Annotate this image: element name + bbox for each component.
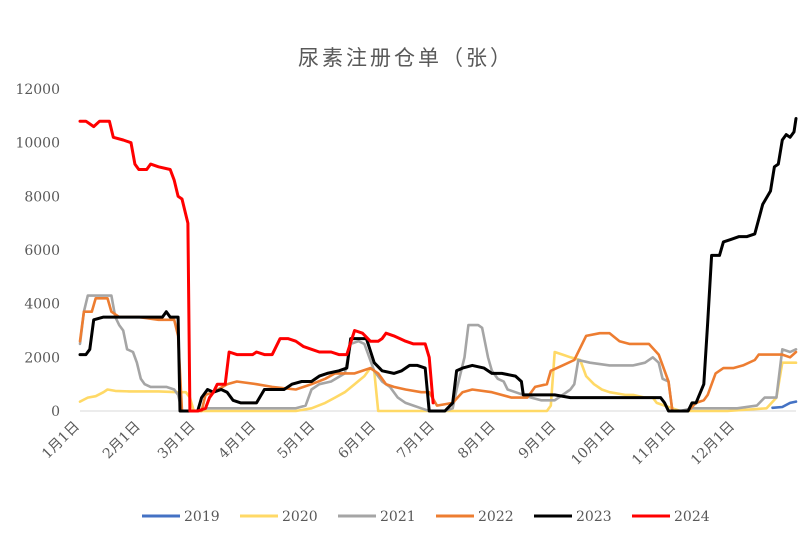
y-tick-label: 4000 (24, 297, 60, 313)
legend-label-2021: 2021 (380, 509, 416, 525)
x-tick-label: 7月1日 (394, 419, 438, 463)
y-tick-label: 8000 (24, 189, 60, 205)
x-tick-label: 9月1日 (516, 419, 560, 463)
legend-label-2019: 2019 (184, 509, 220, 525)
x-tick-label: 3月1日 (155, 419, 199, 463)
x-tick-label: 10月1日 (568, 419, 618, 469)
x-tick-label: 6月1日 (335, 419, 379, 463)
legend: 2019 2020 2021 2022 2023 2024 (142, 509, 710, 525)
legend-label-2024: 2024 (674, 509, 710, 525)
y-tick-label: 12000 (15, 82, 60, 98)
chart-title: 尿素注册仓单（张） (298, 46, 514, 70)
x-tick-label: 12月1日 (688, 419, 738, 469)
legend-label-2022: 2022 (478, 509, 514, 525)
x-axis: 1月1日 2月1日 3月1日 4月1日 5月1日 6月1日 7月1日 8月1日 9月1日 10月1… (39, 410, 796, 469)
y-tick-label: 0 (51, 404, 60, 420)
x-tick-label: 8月1日 (455, 419, 499, 463)
y-tick-label: 6000 (24, 243, 60, 259)
x-tick-label: 5月1日 (275, 419, 319, 463)
legend-label-2023: 2023 (576, 509, 612, 525)
y-axis: 0 2000 4000 6000 8000 10000 12000 (15, 82, 60, 420)
x-tick-label: 4月1日 (216, 419, 260, 463)
series-lines (78, 117, 798, 413)
y-tick-label: 10000 (15, 136, 60, 152)
x-tick-label: 2月1日 (100, 419, 144, 463)
legend-label-2020: 2020 (282, 509, 318, 525)
x-tick-label: 11月1日 (629, 419, 679, 469)
y-tick-label: 2000 (24, 350, 60, 366)
series-line-2020 (78, 350, 798, 413)
x-tick-label: 1月1日 (39, 419, 83, 463)
series-line-2024 (78, 119, 435, 413)
series-line-2019 (771, 400, 798, 410)
